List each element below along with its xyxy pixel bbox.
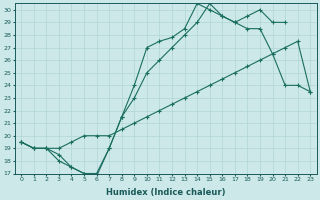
X-axis label: Humidex (Indice chaleur): Humidex (Indice chaleur)	[106, 188, 226, 197]
